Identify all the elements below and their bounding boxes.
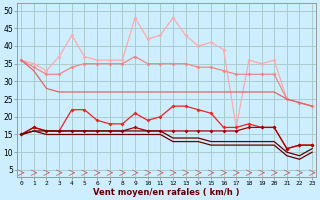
X-axis label: Vent moyen/en rafales ( km/h ): Vent moyen/en rafales ( km/h ) — [93, 188, 240, 197]
